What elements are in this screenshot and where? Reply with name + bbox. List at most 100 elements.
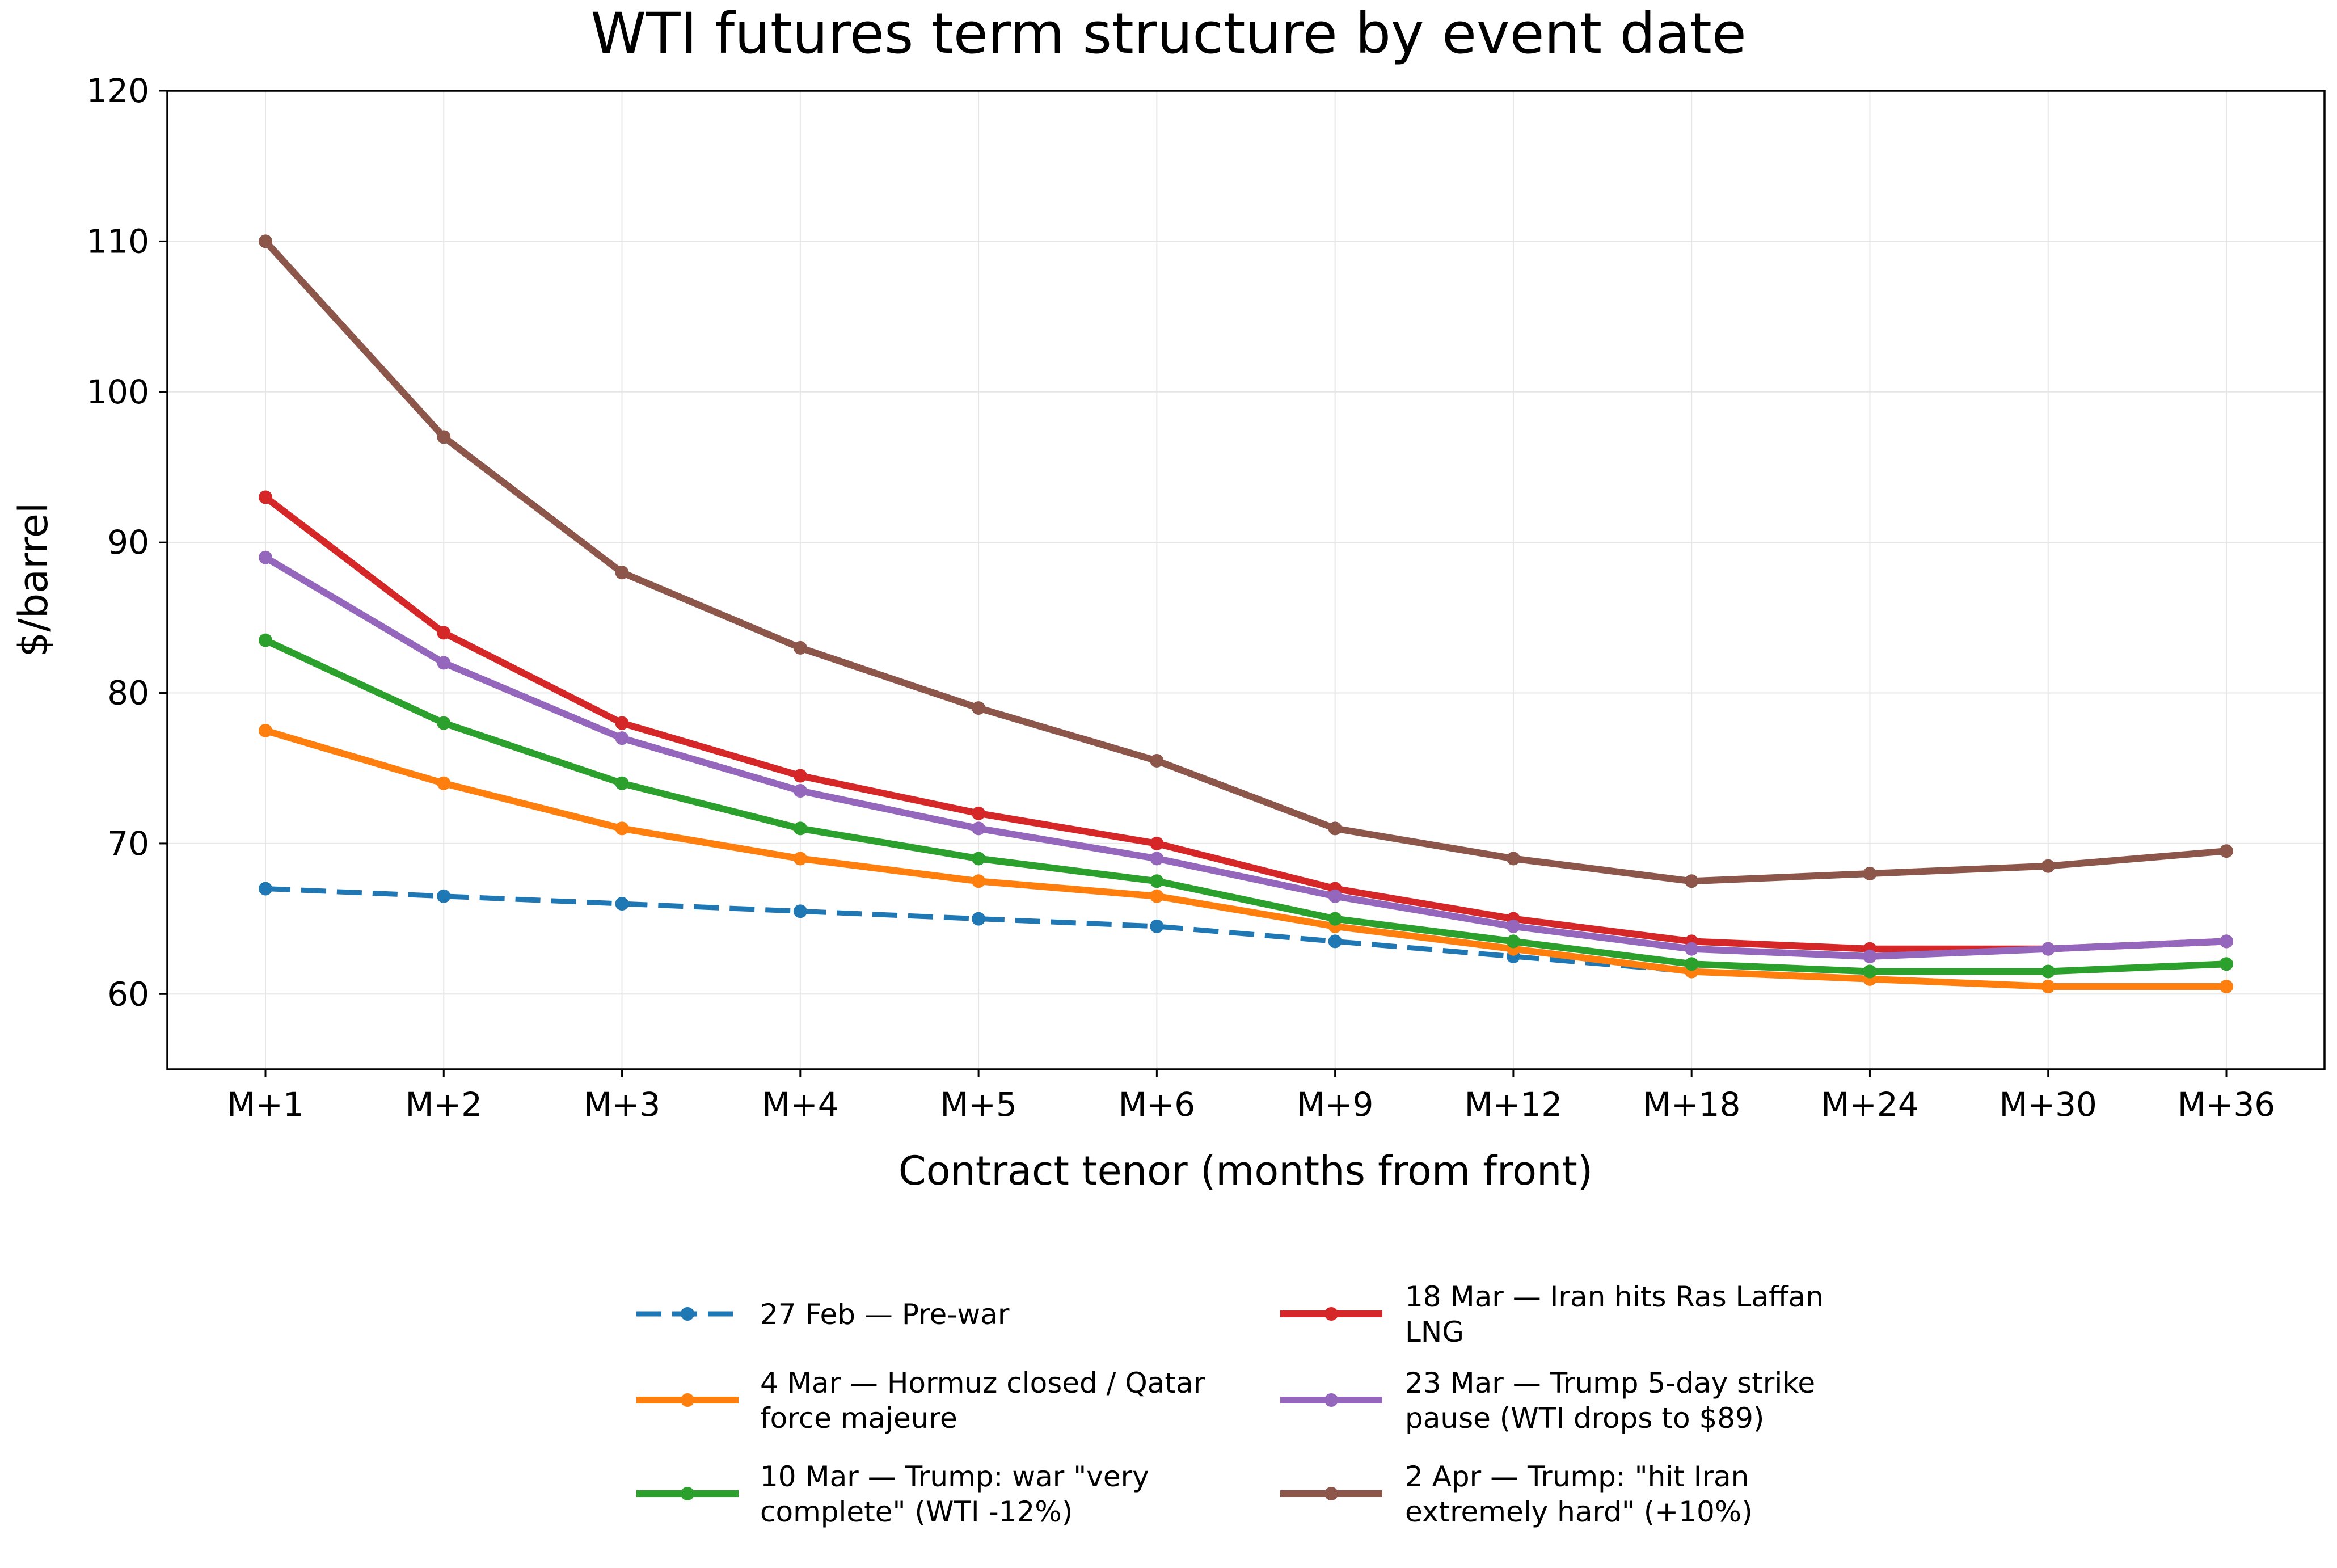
series-point <box>2220 934 2233 949</box>
series-point <box>1685 874 1699 888</box>
series-4 <box>259 490 2233 956</box>
grid <box>167 90 2325 1069</box>
legend-label: 18 Mar — Iran hits Ras Laffan LNG <box>1405 1280 1824 1348</box>
legend-marker <box>1324 1307 1338 1321</box>
legend-entry-1: 27 Feb — Pre-war <box>636 1298 1010 1331</box>
series-point <box>2041 964 2055 979</box>
y-tick-label: 60 <box>107 975 149 1013</box>
x-tick-label: M+12 <box>1465 1085 1562 1124</box>
series-point <box>1150 889 1164 903</box>
series-point <box>1863 964 1877 979</box>
series-point <box>1328 821 1342 836</box>
y-tick-label: 120 <box>86 71 149 110</box>
x-axis-label: Contract tenor (months from front) <box>898 1148 1593 1194</box>
series-point <box>793 640 807 655</box>
series-point <box>972 701 986 715</box>
x-tick-label: M+9 <box>1297 1085 1374 1124</box>
series-point <box>1328 889 1342 903</box>
series-point <box>1685 942 1699 956</box>
y-tick-label: 80 <box>107 674 149 713</box>
series-point <box>972 821 986 836</box>
x-axis: M+1 M+2 M+3 M+4 M+5 M+6 M+9 M+12 M+18 M+24 M+30 M+3… <box>227 1069 2275 1124</box>
series-line <box>265 886 2226 989</box>
series-point <box>972 852 986 866</box>
series-layer <box>259 234 2233 994</box>
series-point <box>615 821 629 836</box>
series-point <box>615 897 629 911</box>
series-point <box>1150 753 1164 768</box>
legend-label: 4 Mar — Hormuz closed / Qatar force majeu… <box>760 1367 1205 1435</box>
series-point <box>259 490 272 504</box>
x-tick-label: M+4 <box>762 1085 839 1124</box>
legend-entry-6: 2 Apr — Trump: "hit Iran extremely hard" … <box>1280 1460 1753 1528</box>
series-point <box>437 626 451 640</box>
series-point <box>1685 957 1699 971</box>
series-line <box>262 554 2230 960</box>
series-point <box>1506 852 1520 866</box>
series-line <box>262 494 2230 952</box>
series-point <box>2041 942 2055 956</box>
series-point <box>259 550 272 564</box>
x-tick-label: M+6 <box>1119 1085 1196 1124</box>
series-point <box>2220 957 2233 971</box>
series-line <box>262 238 2230 885</box>
plot-frame <box>166 90 2326 1070</box>
series-point <box>1150 852 1164 866</box>
series-point <box>1150 919 1164 933</box>
series-point <box>793 904 807 918</box>
series-point <box>259 633 272 647</box>
series-point <box>615 731 629 745</box>
legend-label: 27 Feb — Pre-war <box>760 1298 1010 1331</box>
series-6 <box>259 234 2233 888</box>
series-point <box>259 234 272 248</box>
x-tick-label: M+3 <box>584 1085 661 1124</box>
x-tick-label: M+30 <box>1999 1085 2097 1124</box>
y-axis-label: $/barrel <box>10 503 57 657</box>
legend-label: 2 Apr — Trump: "hit Iran extremely hard" … <box>1405 1460 1753 1528</box>
series-point <box>1863 867 1877 880</box>
series-point <box>2220 980 2233 994</box>
series-line <box>262 727 2230 990</box>
legend-marker <box>681 1393 694 1407</box>
series-point <box>1328 934 1342 949</box>
series-point <box>615 776 629 790</box>
series-point <box>437 656 451 670</box>
series-point <box>972 912 986 926</box>
series-point <box>1506 919 1520 933</box>
x-tick-label: M+24 <box>1821 1085 1918 1124</box>
y-tick-label: 90 <box>107 523 149 562</box>
y-tick-label: 70 <box>107 824 149 863</box>
legend-entry-5: 23 Mar — Trump 5-day strike pause (WTI dr… <box>1280 1367 1815 1435</box>
series-point <box>259 882 272 896</box>
series-point <box>972 874 986 888</box>
series-point <box>1150 836 1164 850</box>
legend-entry-3: 10 Mar — Trump: war "very complete" (WTI … <box>636 1460 1149 1528</box>
legend-label: 10 Mar — Trump: war "very complete" (WTI … <box>760 1460 1149 1528</box>
y-tick-label: 110 <box>86 222 149 260</box>
series-point <box>2041 859 2055 873</box>
series-point <box>793 784 807 798</box>
series-point <box>1150 874 1164 888</box>
series-point <box>615 716 629 730</box>
x-tick-label: M+2 <box>405 1085 482 1124</box>
series-point <box>2220 844 2233 858</box>
chart-title: WTI futures term structure by event date <box>590 1 1747 66</box>
legend-marker <box>681 1307 694 1321</box>
legend-entry-4: 18 Mar — Iran hits Ras Laffan LNG <box>1280 1280 1824 1348</box>
series-point <box>437 889 451 903</box>
series-point <box>437 430 451 444</box>
legend-label: 23 Mar — Trump 5-day strike pause (WTI dr… <box>1405 1367 1815 1435</box>
series-5 <box>259 550 2233 963</box>
series-point <box>793 769 807 783</box>
x-tick-label: M+18 <box>1643 1085 1740 1124</box>
series-point <box>1328 912 1342 926</box>
legend-marker <box>1324 1487 1338 1500</box>
series-point <box>615 566 629 580</box>
series-point <box>972 806 986 820</box>
x-tick-label: M+1 <box>227 1085 304 1124</box>
y-tick-label: 100 <box>86 373 149 411</box>
series-3 <box>259 633 2233 979</box>
x-tick-label: M+5 <box>940 1085 1017 1124</box>
series-point <box>259 723 272 737</box>
